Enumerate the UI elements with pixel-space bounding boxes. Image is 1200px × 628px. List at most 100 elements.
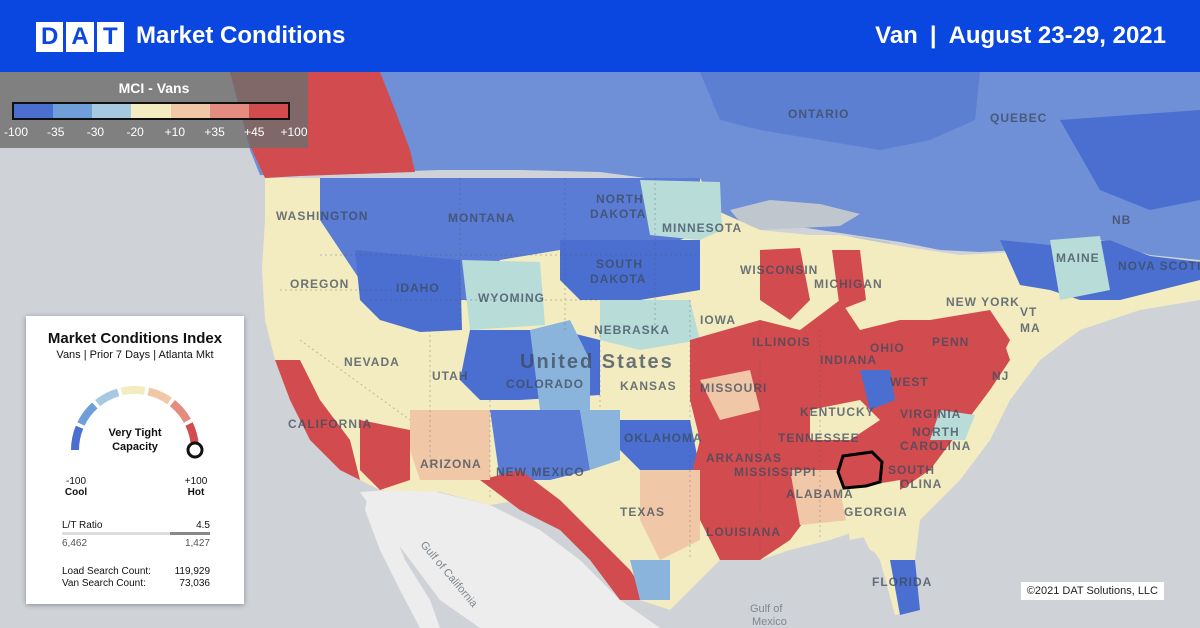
label-north-carolina-1: NORTH [912,425,960,439]
atlanta-market-outline[interactable] [836,450,884,490]
date-range: August 23-29, 2021 [948,22,1166,49]
capacity-line-1: Very Tight [108,427,162,439]
lt-ratio-value: 4.5 [196,520,210,531]
region-missouri-peach [700,370,760,420]
legend-tick-label: +100 [280,125,308,139]
loads-trucks-row: 6,462 1,427 [62,538,210,549]
legend-title: MCI - Vans [118,80,190,96]
region-southeast-blue [860,370,895,410]
label-gulf-of-mexico-1: Gulf of [750,603,783,615]
label-south-carolina-2: OLINA [900,477,942,491]
label-iowa: IOWA [700,313,736,327]
region-idaho-blue [355,250,462,332]
gauge-max-value: +100 [184,476,208,487]
region-new-mexico-blue [490,410,590,480]
gauge-segment [120,386,146,396]
lt-ratio-label: L/T Ratio [62,520,103,531]
logo-letter-t: T [96,22,124,52]
capacity-text: Very Tight Capacity [95,426,175,454]
equipment-type: Van [875,22,918,49]
label-minnesota: MINNESOTA [662,221,742,235]
label-oregon: OREGON [290,277,349,291]
label-gulf-of-mexico-2: Mexico [752,616,787,628]
label-maine: MAINE [1056,251,1100,265]
legend-tick-label: +10 [164,125,186,139]
gauge-min-value: -100 [65,476,86,487]
label-new-york: NEW YORK [946,295,1020,309]
mci-gauge [71,386,204,459]
region-oklahoma-blue [620,420,700,470]
logo-letter-d: D [36,22,64,52]
region-kentucky-light [810,400,880,440]
label-new-mexico: NEW MEXICO [496,465,585,479]
lt-ratio-bar [62,532,210,535]
region-hudson-area [700,72,980,150]
lake-superior [730,200,860,230]
legend-tick-label: -100 [3,125,29,139]
legend-tick-label: +45 [244,125,265,139]
baja-land [365,492,440,628]
label-florida: FLORIDA [872,575,932,589]
label-north-dakota-1: NORTH [596,192,644,206]
label-louisiana: LOUISIANA [706,525,781,539]
label-indiana: INDIANA [820,353,877,367]
legend-swatch [92,104,132,118]
region-socal-red [360,420,410,490]
gauge-indicator [186,441,204,459]
label-south: SOUTH [888,463,935,477]
header-bar: D A T Market Conditions Van | August 23-29… [0,0,1200,72]
legend-tick-label: -35 [47,125,65,139]
gauge-segment [95,388,120,407]
legend-swatch [53,104,93,118]
legend-swatch [209,104,249,118]
label-mississippi: MISSISSIPPI [734,465,816,479]
region-arizona-peach [410,410,490,480]
label-california: CALIFORNIA [288,417,372,431]
label-utah: UTAH [432,369,468,383]
gauge-segment [147,387,172,405]
label-ontario: ONTARIO [788,107,849,121]
label-georgia: GEORGIA [844,505,908,519]
label-ohio: OHIO [870,341,905,355]
dat-logo: D A T [36,22,124,52]
gauge-max-label: +100 Hot [176,476,216,498]
region-east-texas-peach [640,470,700,560]
label-kentucky: KENTUCKY [800,405,875,419]
label-kansas: KANSAS [620,379,677,393]
legend-tick-label: -30 [86,125,105,139]
gauge-min-label: -100 Cool [56,476,96,498]
label-west-virginia: WEST [890,375,929,389]
label-missouri: MISSOURI [700,381,767,395]
label-nova-scotia: NOVA SCOTIA [1118,259,1200,273]
label-south-dakota-2: DAKOTA [590,272,646,286]
region-maine [1050,236,1110,300]
card-subtitle: Vans | Prior 7 Days | Atlanta Mkt [56,349,214,361]
region-west-texas-blue [580,410,620,470]
label-washington: WASHINGTON [276,209,368,223]
label-nj: NJ [992,369,1009,383]
region-wisconsin-red [760,248,810,320]
load-search-row: Load Search Count: 119,929 [62,566,210,577]
label-quebec: QUEBEC [990,111,1047,125]
van-search-row: Van Search Count: 73,036 [62,578,210,589]
load-search-value: 119,929 [174,566,210,577]
label-ma: MA [1020,321,1041,335]
region-florida-yellow [860,530,915,560]
region-georgia-south [840,480,900,540]
van-search-label: Van Search Count: [62,578,146,589]
label-united-states: United States [520,351,674,373]
label-michigan: MICHIGAN [814,277,883,291]
lt-ratio-bar-fill [170,532,210,535]
label-oklahoma: OKLAHOMA [624,431,703,445]
legend-color-bar [12,102,290,120]
map-labels: ONTARIO QUEBEC WASHINGTON MONTANA NORTH … [276,107,1200,589]
load-search-label: Load Search Count: [62,566,151,577]
label-illinois: ILLINOIS [752,335,811,349]
label-arkansas: ARKANSAS [706,451,782,465]
label-colorado: COLORADO [506,377,584,391]
label-montana: MONTANA [448,211,515,225]
region-michigan-red [832,250,866,310]
market-map: ONTARIO QUEBEC WASHINGTON MONTANA NORTH … [0,72,1200,628]
mexico-land [360,488,660,628]
header-separator: | [929,22,937,49]
